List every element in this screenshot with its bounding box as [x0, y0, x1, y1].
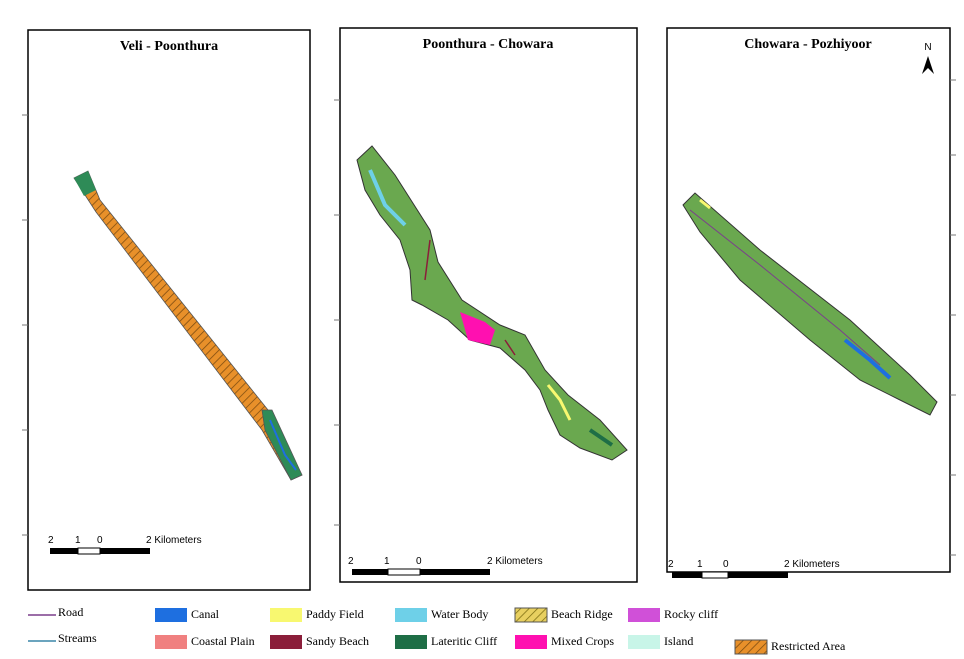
scale-label: 2 Kilometers	[487, 556, 543, 567]
legend-label: Rocky cliff	[664, 607, 718, 621]
legend-label: Coastal Plain	[191, 634, 255, 648]
legend-label: Road	[58, 605, 83, 619]
legend-swatch	[270, 608, 302, 622]
legend-label: Lateritic Cliff	[431, 634, 497, 648]
legend-label: Streams	[58, 631, 97, 645]
legend-swatch	[155, 635, 187, 649]
panel-title: Chowara - Pozhiyoor	[744, 37, 872, 52]
legend-label: Paddy Field	[306, 607, 364, 621]
scale-bar: 2 1 0 2 Kilometers	[48, 535, 202, 555]
legend-swatch	[515, 635, 547, 649]
legend-swatch	[395, 635, 427, 649]
legend-swatch	[395, 608, 427, 622]
legend-label: Water Body	[431, 607, 488, 621]
scale-label: 1	[75, 535, 81, 546]
scale-bar: 2 1 0 2 Kilometers	[348, 556, 543, 576]
scale-label: 1	[697, 559, 703, 570]
scale-label: 2 Kilometers	[784, 559, 840, 570]
north-arrow	[922, 56, 934, 74]
legend-swatch	[270, 635, 302, 649]
scale-label: 2	[48, 535, 54, 546]
scale-label: 0	[416, 556, 422, 567]
scale-label: 0	[97, 535, 103, 546]
scale-label: 1	[384, 556, 390, 567]
legend-label: Canal	[191, 607, 220, 621]
legend-swatch	[628, 635, 660, 649]
scale-label: 2	[348, 556, 354, 567]
legend-label: Sandy Beach	[306, 634, 369, 648]
scale-label: 2 Kilometers	[146, 535, 202, 546]
scale-bar: 2 1 0 2 Kilometers	[668, 559, 840, 579]
scale-label: 2	[668, 559, 674, 570]
graticule-ticks	[22, 79, 956, 556]
legend-label: Island	[664, 634, 693, 648]
coastal-strip	[356, 145, 628, 461]
scale-label: 0	[723, 559, 729, 570]
north-label: N	[924, 42, 931, 53]
legend-label: Beach Ridge	[551, 607, 613, 621]
coastal-strip	[73, 170, 303, 481]
coastal-strip	[682, 192, 938, 416]
legend-label: Restricted Area	[771, 639, 846, 653]
legend-swatch	[514, 607, 548, 623]
legend: Road Streams Canal Coastal Plain Paddy Field…	[28, 605, 846, 655]
legend-label: Mixed Crops	[551, 634, 614, 648]
legend-swatch	[734, 639, 768, 655]
panel-title: Veli - Poonthura	[120, 39, 218, 54]
panel-title: Poonthura - Chowara	[423, 37, 554, 52]
legend-swatch	[628, 608, 660, 622]
panel-frame	[339, 27, 638, 583]
legend-swatch	[155, 608, 187, 622]
panel-frame	[27, 29, 311, 591]
